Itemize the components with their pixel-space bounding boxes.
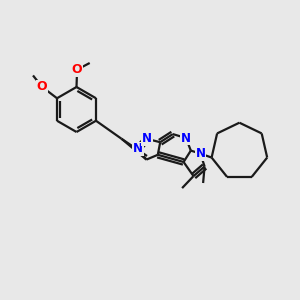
Text: O: O xyxy=(37,80,47,93)
Text: N: N xyxy=(195,147,206,160)
Text: N: N xyxy=(133,142,143,155)
Text: N: N xyxy=(181,131,191,145)
Text: O: O xyxy=(72,63,83,76)
Text: N: N xyxy=(142,132,152,146)
